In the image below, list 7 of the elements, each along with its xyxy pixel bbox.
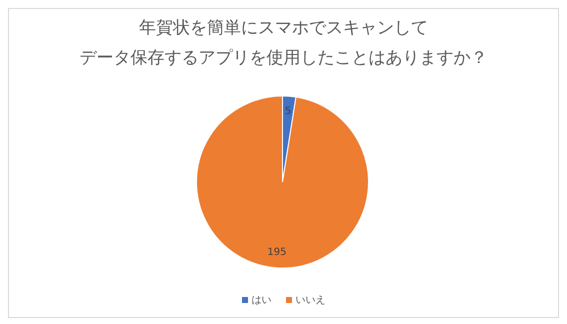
data-label: 195 xyxy=(267,246,287,258)
chart-title: 年賀状を簡単にスマホでスキャンして xyxy=(139,18,428,38)
chart-subtitle: データ保存するアプリを使用したことはありますか？ xyxy=(80,48,488,68)
legend-label: いいえ xyxy=(296,294,326,307)
legend-label: はい xyxy=(252,294,272,307)
data-label: 5 xyxy=(284,106,292,118)
pie-slice xyxy=(196,96,369,268)
